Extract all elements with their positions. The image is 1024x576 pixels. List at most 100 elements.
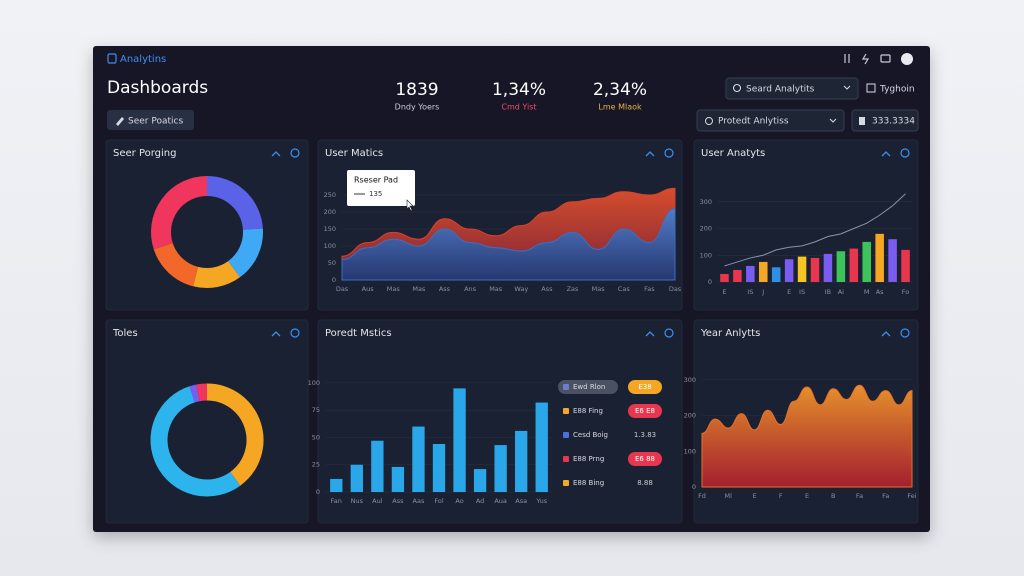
app-name: Analytins [120,54,166,65]
x-tick-label: F [779,492,783,500]
x-tick-label: Fa [882,492,889,500]
y-tick-label: 300 [684,376,696,384]
x-tick-label: Mas [387,285,401,293]
x-tick-label: B [831,492,835,500]
y-tick-label: 50 [312,433,320,441]
list-label: E88 Fing [573,407,603,415]
badge [628,404,662,418]
donut-segment [150,386,241,497]
bar [888,239,897,282]
x-tick-label: E [805,492,809,500]
kpi-value: 1,34% [492,80,546,100]
y-tick-label: 300 [700,198,712,206]
bar [862,241,872,282]
bar [901,249,910,282]
collapse-icon[interactable] [881,151,891,157]
settings-icon[interactable] [900,148,910,158]
x-tick-label: Ml [725,492,733,500]
y-tick-label: 100 [700,251,712,259]
x-tick-label: Ass [392,497,404,505]
bar [784,259,794,282]
action-button-label[interactable]: Seer Poatics [128,117,183,127]
y-tick-label: 200 [684,412,696,420]
line [724,193,906,267]
settings-icon[interactable] [290,148,300,158]
top-icons[interactable] [844,53,913,65]
x-tick-label: Ad [476,497,484,505]
chevron [843,85,851,90]
x-tick-label: Mas [412,285,426,293]
donut-segment [189,384,200,403]
panel [317,319,683,524]
bar [720,273,729,282]
badge-text: E6 E8 [635,407,655,415]
bar [535,402,548,492]
kpi-value: 2,34% [593,80,647,100]
select-text[interactable]: Protedt Anlytiss [718,117,789,127]
x-tick-label: Fei [907,492,916,500]
app-icon [107,53,117,64]
panel-title: User Anatyts [701,148,765,159]
bar [758,261,768,282]
x-tick-label: Das [336,285,349,293]
user-name[interactable]: Tyghoin [879,85,915,95]
donut-segment [196,383,208,402]
panel [105,319,309,524]
x-tick-label: Fa [856,492,863,500]
x-tick-label: E [752,492,756,500]
select-box[interactable] [696,109,845,132]
bar [515,430,528,492]
y-tick-label: 0 [332,276,336,284]
search-box[interactable] [725,77,859,100]
collapse-icon[interactable] [271,151,281,157]
collapse-icon[interactable] [271,331,281,337]
collapse-icon[interactable] [645,331,655,337]
account-text[interactable]: 333.3334 [872,117,915,127]
donut-segment [153,242,199,287]
x-tick-label: IS [799,288,805,296]
badge-text: E38 [638,383,651,391]
list-dot [563,480,569,486]
search-text[interactable]: Seard Analytits [746,85,815,95]
chevron [829,118,837,123]
kpi-label: Lme Mlaok [598,103,642,112]
x-tick-label: Mas [592,285,606,293]
kpi-value: 1839 [395,80,438,100]
donut-segment [206,383,264,486]
x-tick-label: Fo [902,288,910,296]
settings-icon[interactable] [664,328,674,338]
bar [350,464,363,492]
action-button[interactable] [107,110,194,130]
x-tick-label: E [787,288,791,296]
bar [330,478,343,492]
x-tick-label: Fan [331,497,342,505]
bar [823,253,833,282]
x-tick-label: Zas [567,285,579,293]
settings-icon[interactable] [664,148,674,158]
search-icon [732,83,742,93]
donut-segment [206,176,263,231]
x-tick-label: Ass [541,285,553,293]
bar [412,426,425,492]
list-label: Ewd Rlon [573,383,605,391]
donut-segment [227,228,263,278]
settings-icon[interactable] [290,328,300,338]
x-tick-label: IB [825,288,831,296]
settings-icon[interactable] [900,328,910,338]
y-tick-label: 250 [324,191,336,199]
panel [105,139,309,311]
x-tick-label: Ass [439,285,451,293]
x-tick-label: IS [747,288,753,296]
y-tick-label: 0 [316,488,320,496]
bar [391,466,405,492]
cursor [406,199,414,212]
x-tick-label: Ai [838,288,844,296]
panel-title: Year Anlytts [700,328,760,339]
collapse-icon[interactable] [645,151,655,157]
list-label: Cesd Boig [573,431,608,439]
account-box[interactable] [851,109,919,132]
bar [473,469,487,492]
x-tick-label: Fol [434,497,443,505]
x-tick-label: Way [514,285,528,293]
collapse-icon[interactable] [881,331,891,337]
